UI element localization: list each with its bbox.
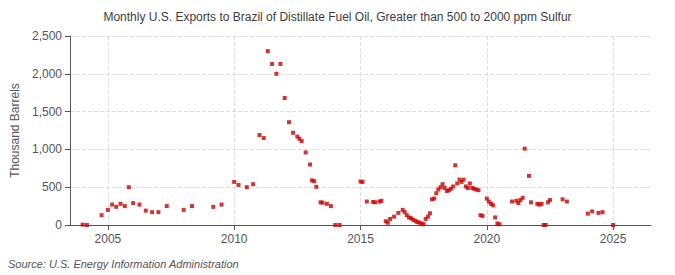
svg-text:Source: U.S. Energy Informatio: Source: U.S. Energy Information Administ… (8, 258, 239, 270)
svg-text:2015: 2015 (347, 232, 374, 246)
svg-text:2005: 2005 (95, 232, 122, 246)
svg-text:2010: 2010 (221, 232, 248, 246)
svg-text:500: 500 (42, 180, 62, 194)
svg-text:2,500: 2,500 (32, 29, 62, 43)
svg-text:2020: 2020 (473, 232, 500, 246)
svg-text:1,000: 1,000 (32, 142, 62, 156)
svg-text:Monthly U.S. Exports to Brazil: Monthly U.S. Exports to Brazil of Distil… (103, 10, 571, 24)
svg-text:2,000: 2,000 (32, 67, 62, 81)
svg-text:Thousand Barrels: Thousand Barrels (8, 83, 22, 178)
svg-text:1,500: 1,500 (32, 105, 62, 119)
svg-text:0: 0 (55, 218, 62, 232)
svg-text:2025: 2025 (600, 232, 627, 246)
